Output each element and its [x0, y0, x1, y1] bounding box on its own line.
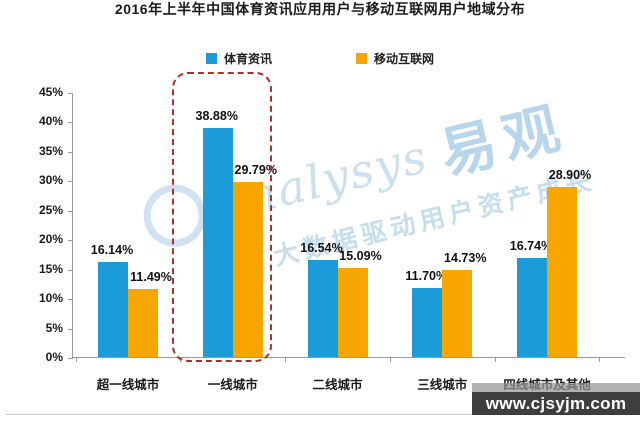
x-axis-tick [285, 357, 287, 362]
bar-value-label: 11.70% [405, 269, 448, 284]
legend-item-mobile-internet: 移动互联网 [356, 50, 434, 67]
y-axis-tick-label: 0% [45, 350, 63, 364]
y-axis-tick [68, 181, 73, 183]
y-axis-tick [68, 93, 73, 94]
y-axis-tick [68, 328, 73, 330]
bar-mobile-internet-2 [337, 268, 368, 357]
legend-label-mobile-internet: 移动互联网 [374, 52, 435, 66]
x-axis-tick [75, 357, 77, 362]
plot-area: 0% 5% 10% 15% 20% 25% 30% 35% 40% 45% 16.14% 11.49%… [39, 85, 625, 392]
y-axis-tick-label: 25% [38, 202, 63, 217]
bar-sports-news-1 [202, 128, 233, 357]
x-axis-tick [180, 357, 182, 362]
y-axis-tick [68, 122, 73, 124]
bar-value-label: 14.73% [444, 251, 487, 266]
x-axis-tick [389, 357, 391, 362]
y-axis-tick [68, 240, 73, 242]
bar-value-label: 16.14% [90, 242, 134, 257]
y-axis-tick-label: 45% [38, 85, 63, 99]
y-axis-tick-label: 20% [38, 232, 63, 247]
bar-value-label: 29.79% [234, 162, 277, 177]
legend-swatch-blue-icon [205, 53, 217, 64]
website-watermark: www.cjsyjm.com [472, 383, 640, 415]
bar-value-label: 16.74% [509, 239, 553, 254]
y-axis-tick-label: 40% [38, 114, 63, 129]
y-axis-tick-label: 5% [45, 320, 63, 335]
x-axis-category-label: 超一线城市 [96, 378, 160, 392]
y-axis-tick [68, 151, 73, 153]
bar-value-label: 15.09% [339, 249, 382, 264]
legend-label-sports-news: 体育资讯 [223, 52, 272, 66]
y-axis-tick [68, 269, 73, 271]
bar-sports-news-0 [98, 261, 128, 357]
y-axis-tick-label: 15% [38, 261, 63, 276]
bottom-divider [6, 414, 634, 415]
x-axis-tick [494, 357, 496, 362]
chart-title: 2016年上半年中国体育资讯应用用户与移动互联网用户地域分布 [114, 1, 526, 17]
legend-item-sports-news: 体育资讯 [205, 50, 272, 67]
y-axis-tick [68, 358, 73, 359]
x-axis-tick [599, 357, 601, 362]
y-axis-tick-label: 35% [38, 143, 63, 158]
x-axis-category-label: 一线城市 [207, 378, 258, 392]
bar-value-label: 28.90% [548, 167, 592, 182]
legend: 体育资讯 移动互联网 [0, 50, 640, 67]
bar-value-label: 11.49% [130, 270, 172, 285]
bar-value-label: 16.54% [300, 240, 343, 255]
y-axis-tick [68, 299, 73, 301]
x-axis-category-label: 三线城市 [417, 378, 468, 392]
bar-sports-news-2 [307, 259, 338, 357]
bar-value-label: 38.88% [195, 109, 238, 124]
website-url: www.cjsyjm.com [485, 394, 627, 413]
y-axis-tick-label: 30% [38, 173, 63, 188]
bar-mobile-internet-4 [547, 186, 577, 357]
bar-mobile-internet-1 [232, 181, 263, 357]
bar-sports-news-3 [412, 288, 443, 357]
y-axis-tick [68, 210, 73, 212]
legend-swatch-orange-icon [356, 53, 367, 64]
bar-sports-news-4 [517, 258, 547, 357]
y-axis-tick-label: 10% [38, 291, 63, 306]
x-axis-category-label: 二线城市 [312, 378, 363, 392]
bar-mobile-internet-0 [128, 289, 158, 357]
bar-mobile-internet-3 [442, 270, 473, 357]
